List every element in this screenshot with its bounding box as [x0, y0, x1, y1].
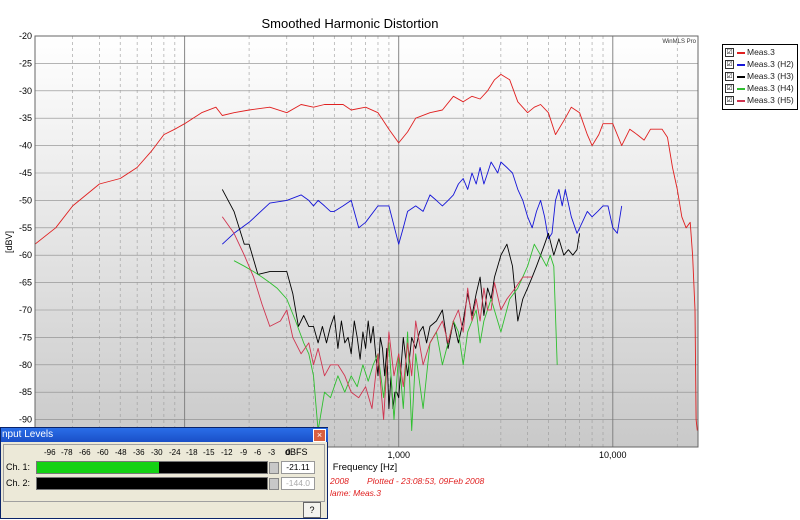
- scale-tick: -30: [151, 448, 163, 457]
- series-group: [35, 73, 698, 432]
- legend-item-meas3[interactable]: ☑ Meas.3: [725, 47, 775, 58]
- y-tick-label: -30: [19, 86, 32, 96]
- legend-checkbox[interactable]: ☑: [725, 72, 734, 82]
- series-line-h5: [221, 216, 533, 421]
- legend-swatch: [737, 75, 745, 78]
- y-tick-label: -50: [19, 195, 32, 205]
- channel-2-peak-reset[interactable]: [269, 478, 279, 490]
- scale-tick: -48: [115, 448, 127, 457]
- y-tick-label: -20: [19, 31, 32, 41]
- scale-tick: -24: [169, 448, 181, 457]
- scale-tick: -12: [221, 448, 233, 457]
- legend-swatch: [737, 99, 745, 102]
- legend-label: Meas.3: [747, 47, 775, 57]
- y-tick-label: -40: [19, 141, 32, 151]
- y-tick-label: -55: [19, 223, 32, 233]
- status-plotted: Plotted - 23:08:53, 09Feb 2008: [367, 476, 485, 486]
- legend-checkbox[interactable]: ☑: [725, 48, 734, 58]
- channel-1-label: Ch. 1:: [6, 462, 31, 472]
- scale-tick: -18: [186, 448, 198, 457]
- legend: ☑ Meas.3 ☑ Meas.3 (H2) ☑ Meas.3 (H3) ☑ Meas.…: [722, 44, 798, 110]
- legend-item-h3[interactable]: ☑ Meas.3 (H3): [725, 71, 794, 82]
- input-levels-window: nput Levels × -96 -78 -66 -60 -48 -36 -3…: [0, 427, 328, 519]
- series-line-h3: [221, 189, 581, 410]
- channel-2-label: Ch. 2:: [6, 478, 31, 488]
- series-line-fundamental: [35, 73, 698, 431]
- channel-1-meter: [36, 461, 268, 474]
- legend-label: Meas.3 (H5): [747, 95, 794, 105]
- channel-2-value: -144.0: [281, 477, 315, 490]
- channel-1-value: -21.11: [281, 461, 315, 474]
- channel-2-meter: [36, 477, 268, 490]
- y-tick-label: -80: [19, 360, 32, 370]
- legend-item-h5[interactable]: ☑ Meas.3 (H5): [725, 95, 794, 106]
- y-tick-label: -75: [19, 332, 32, 342]
- scale-tick: -66: [79, 448, 91, 457]
- legend-swatch: [737, 63, 745, 66]
- scale-tick: -9: [240, 448, 248, 457]
- y-tick-labels: -20 -25 -30 -35 -40 -45 -50 -55 -60 -65 -70 -75 -80 -…: [19, 31, 32, 425]
- legend-label: Meas.3 (H2): [747, 59, 794, 69]
- scale-tick: -78: [61, 448, 73, 457]
- y-tick-label: -90: [19, 415, 32, 425]
- grid: [34, 35, 698, 447]
- help-button[interactable]: ?: [303, 502, 321, 518]
- y-tick-label: -45: [19, 168, 32, 178]
- x-tick-label: 1,000: [387, 450, 410, 460]
- scale-tick: -6: [254, 448, 262, 457]
- y-tick-label: -35: [19, 113, 32, 123]
- scale-tick: -3: [268, 448, 276, 457]
- legend-item-h2[interactable]: ☑ Meas.3 (H2): [725, 59, 794, 70]
- scale-tick: 0: [286, 448, 291, 457]
- close-button[interactable]: ×: [313, 429, 326, 442]
- series-line-h4: [233, 243, 558, 432]
- series-line-h2: [221, 161, 623, 245]
- scale-tick: -60: [97, 448, 109, 457]
- legend-checkbox[interactable]: ☑: [725, 84, 734, 94]
- legend-checkbox[interactable]: ☑: [725, 60, 734, 70]
- legend-checkbox[interactable]: ☑: [725, 96, 734, 106]
- y-axis-label: [dBV]: [4, 231, 14, 253]
- input-levels-title: nput Levels: [2, 429, 54, 440]
- x-tick-labels: 1,000 10,000: [387, 450, 626, 460]
- x-axis-label: Frequency [Hz]: [333, 462, 397, 473]
- meter-panel: -96 -78 -66 -60 -48 -36 -30 -24 -18 -15 …: [3, 444, 325, 502]
- y-tick-label: -25: [19, 58, 32, 68]
- x-tick-label: 10,000: [599, 450, 627, 460]
- input-levels-titlebar[interactable]: nput Levels ×: [1, 428, 328, 442]
- scale-tick: -15: [203, 448, 215, 457]
- scale-tick: -96: [44, 448, 56, 457]
- legend-swatch: [737, 87, 745, 90]
- legend-label: Meas.3 (H3): [747, 71, 794, 81]
- legend-item-h4[interactable]: ☑ Meas.3 (H4): [725, 83, 794, 94]
- y-tick-label: -70: [19, 305, 32, 315]
- y-tick-label: -85: [19, 387, 32, 397]
- y-tick-label: -60: [19, 250, 32, 260]
- chart-title: Smoothed Harmonic Distortion: [261, 16, 438, 31]
- channel-1-peak-reset[interactable]: [269, 462, 279, 474]
- legend-label: Meas.3 (H4): [747, 83, 794, 93]
- y-tick-label: -65: [19, 278, 32, 288]
- plot-frame: [34, 35, 699, 448]
- plot-area: [35, 36, 698, 447]
- meter-unit: dBFS: [285, 447, 308, 457]
- legend-swatch: [737, 51, 745, 54]
- status-name-fragment: lame: Meas.3: [330, 488, 382, 498]
- channel-1-level: [37, 462, 159, 473]
- scale-tick: -36: [133, 448, 145, 457]
- watermark-text: WinMLS Pro: [662, 39, 696, 45]
- status-year-fragment: 2008: [330, 476, 349, 486]
